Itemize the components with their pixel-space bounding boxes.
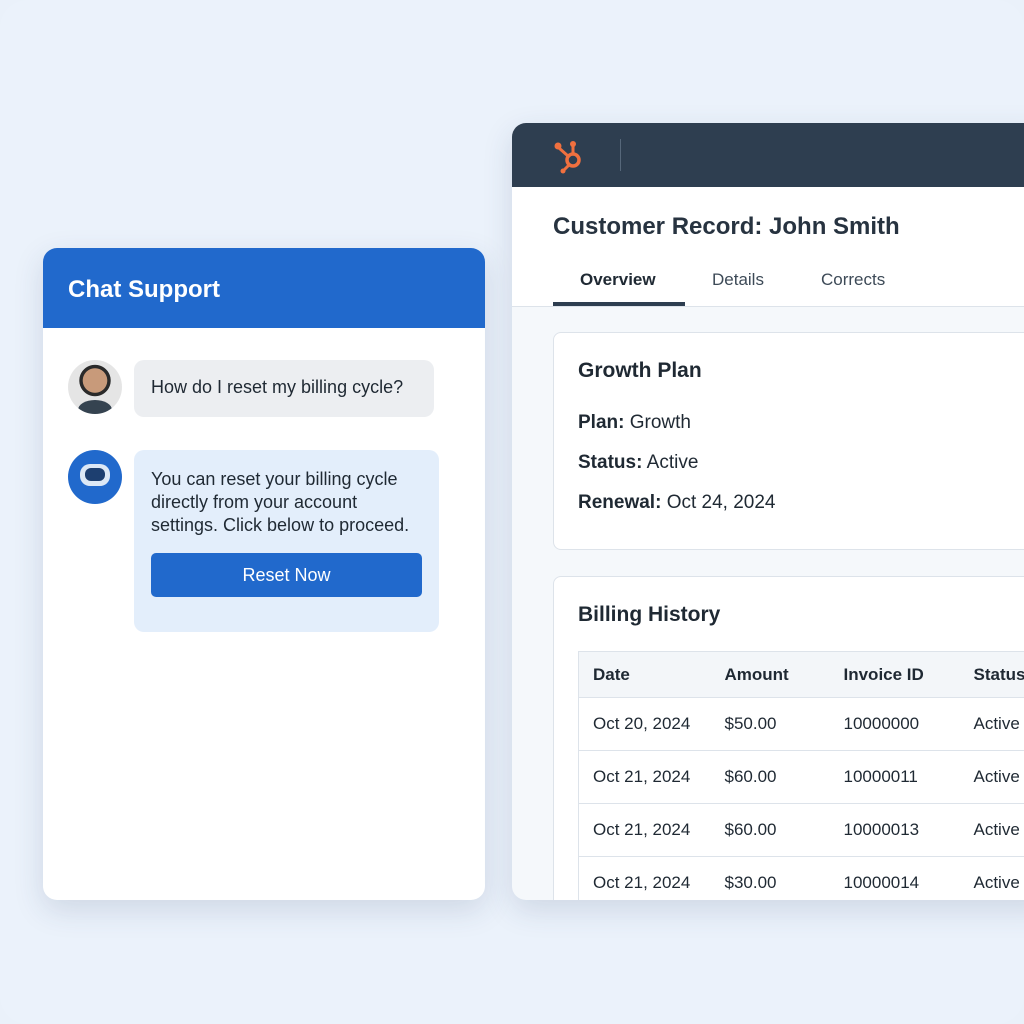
bot-avatar-icon [68, 450, 122, 504]
tab-details[interactable]: Details [712, 270, 764, 289]
cell-status: Active [959, 750, 1024, 804]
cell-amount: $50.00 [710, 697, 830, 751]
table-header: Date Amount Invoice ID Status [578, 651, 1024, 698]
chat-support-panel: Chat Support How do I reset my billing c… [43, 248, 485, 900]
cell-status: Active [959, 803, 1024, 857]
cell-invoice: 10000011 [829, 750, 960, 804]
billing-history-card: Billing History Date Amount Invoice ID S… [553, 576, 1024, 900]
hubspot-logo-icon [554, 141, 581, 174]
chat-header: Chat Support [43, 248, 485, 328]
cell-status: Active [959, 856, 1024, 900]
tab-corrects[interactable]: Corrects [821, 270, 886, 289]
table-row[interactable]: Oct 21, 2024 $60.00 10000013 Active [578, 803, 1024, 857]
plan-card-title: Growth Plan [578, 359, 702, 382]
record-header: Customer Record: John Smith Overview Det… [512, 187, 1024, 307]
billing-history-title: Billing History [578, 603, 721, 626]
cell-date: Oct 20, 2024 [578, 697, 711, 751]
cell-status: Active [959, 697, 1024, 751]
table-row[interactable]: Oct 20, 2024 $50.00 10000000 Active [578, 697, 1024, 751]
plan-field: Plan: Growth [578, 412, 691, 433]
user-avatar [68, 360, 122, 414]
column-header: Amount [710, 651, 830, 698]
cell-amount: $30.00 [710, 856, 830, 900]
crm-window: Customer Record: John Smith Overview Det… [512, 123, 1024, 900]
column-header: Date [578, 651, 711, 698]
cell-amount: $60.00 [710, 750, 830, 804]
column-header: Status [959, 651, 1024, 698]
tab-overview[interactable]: Overview [580, 270, 656, 289]
plan-card: Growth Plan Plan: Growth Status: Active … [553, 332, 1024, 550]
table-row[interactable]: Oct 21, 2024 $30.00 10000014 Active [578, 856, 1024, 900]
top-bar [512, 123, 1024, 187]
column-header: Invoice ID [829, 651, 960, 698]
page-title: Customer Record: John Smith [553, 213, 900, 240]
billing-table: Date Amount Invoice ID Status Oct 20, 20… [578, 651, 1024, 900]
cell-date: Oct 21, 2024 [578, 803, 711, 857]
renewal-field: Renewal: Oct 24, 2024 [578, 492, 776, 513]
reset-now-button[interactable]: Reset Now [151, 553, 422, 597]
cell-invoice: 10000014 [829, 856, 960, 900]
cell-date: Oct 21, 2024 [578, 856, 711, 900]
active-tab-indicator [553, 302, 685, 306]
table-row[interactable]: Oct 21, 2024 $60.00 10000011 Active [578, 750, 1024, 804]
bot-message: You can reset your billing cycle directl… [134, 450, 439, 632]
cell-amount: $60.00 [710, 803, 830, 857]
divider [620, 139, 621, 171]
cell-invoice: 10000000 [829, 697, 960, 751]
status-field: Status: Active [578, 452, 699, 473]
cell-date: Oct 21, 2024 [578, 750, 711, 804]
bot-message-text: You can reset your billing cycle directl… [151, 469, 410, 535]
user-message: How do I reset my billing cycle? [134, 360, 434, 417]
cell-invoice: 10000013 [829, 803, 960, 857]
